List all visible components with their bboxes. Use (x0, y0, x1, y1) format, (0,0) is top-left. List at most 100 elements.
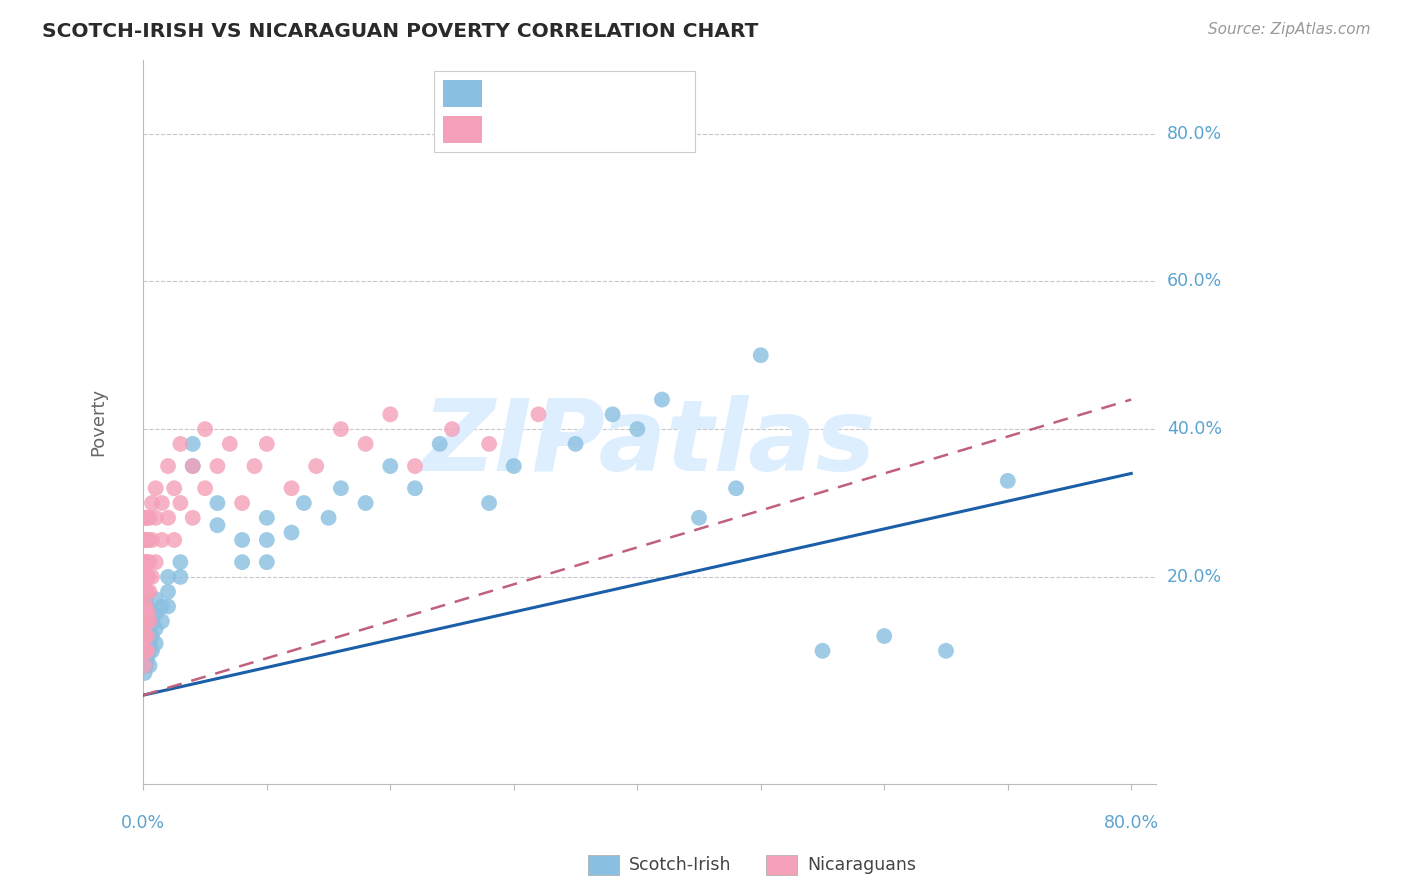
Point (136, 607, 159, 621)
Point (651, 392, 673, 407)
Point (141, 496, 163, 510)
Point (141, 644, 163, 658)
Point (564, 437, 586, 451)
Point (441, 422, 464, 436)
Text: 74: 74 (651, 85, 676, 103)
Point (429, 437, 451, 451)
Point (136, 570, 159, 584)
Point (145, 510, 167, 524)
Point (135, 622, 157, 636)
Point (256, 437, 278, 451)
Point (134, 636, 156, 650)
Point (134, 584, 156, 599)
Point (138, 644, 160, 658)
Point (150, 599, 173, 614)
Point (136, 644, 159, 658)
Point (136, 570, 159, 584)
Point (136, 636, 159, 650)
Point (138, 607, 160, 621)
Point (150, 496, 173, 510)
Text: 60.0%: 60.0% (1167, 272, 1222, 290)
Point (134, 651, 156, 665)
Point (997, 474, 1019, 488)
Point (138, 622, 160, 636)
Point (135, 636, 157, 650)
Point (157, 599, 180, 614)
Point (134, 599, 156, 614)
Point (502, 458, 524, 473)
Point (141, 629, 163, 643)
Point (135, 629, 157, 643)
Point (134, 658, 156, 673)
Point (181, 458, 204, 473)
Text: SCOTCH-IRISH VS NICARAGUAN POVERTY CORRELATION CHART: SCOTCH-IRISH VS NICARAGUAN POVERTY CORRE… (42, 22, 759, 41)
Point (138, 658, 160, 673)
Point (141, 570, 163, 584)
Point (243, 458, 266, 473)
Point (134, 570, 156, 584)
Point (163, 481, 186, 495)
Point (134, 614, 156, 628)
Point (135, 644, 157, 658)
Point (169, 570, 191, 584)
Text: Poverty: Poverty (89, 388, 107, 456)
Point (207, 518, 229, 533)
Point (134, 629, 156, 643)
Point (134, 599, 156, 614)
Point (354, 496, 377, 510)
Text: N =: N = (612, 85, 664, 103)
Point (478, 496, 501, 510)
Point (135, 555, 157, 569)
Point (256, 533, 278, 547)
Point (626, 422, 648, 436)
Text: Scotch-Irish: Scotch-Irish (628, 856, 731, 874)
Point (280, 525, 302, 540)
Point (136, 533, 159, 547)
Point (231, 533, 253, 547)
Point (134, 644, 156, 658)
Point (163, 533, 186, 547)
Point (135, 510, 157, 524)
Point (145, 636, 167, 650)
Point (135, 614, 157, 628)
Point (181, 510, 204, 524)
Point (136, 510, 159, 524)
Point (145, 622, 167, 636)
Point (150, 614, 173, 628)
Text: 40.0%: 40.0% (1167, 420, 1222, 438)
Point (136, 607, 159, 621)
Point (138, 614, 160, 628)
Point (135, 651, 157, 665)
Point (194, 481, 217, 495)
Point (318, 510, 340, 524)
Point (135, 644, 157, 658)
Point (354, 437, 377, 451)
Text: ZIPatlas: ZIPatlas (423, 395, 876, 492)
Point (135, 607, 157, 621)
Point (305, 458, 328, 473)
Point (157, 458, 180, 473)
Point (134, 555, 156, 569)
Text: 0.280: 0.280 (550, 120, 607, 138)
Point (134, 607, 156, 621)
Point (811, 644, 834, 658)
Point (256, 510, 278, 524)
Point (181, 437, 204, 451)
Point (194, 422, 217, 436)
Point (136, 533, 159, 547)
Point (256, 555, 278, 569)
Point (135, 584, 157, 599)
Point (145, 607, 167, 621)
Point (207, 496, 229, 510)
Text: 20.0%: 20.0% (1167, 568, 1222, 586)
Text: Nicaraguans: Nicaraguans (807, 856, 917, 874)
Point (136, 644, 159, 658)
Point (725, 481, 748, 495)
Point (218, 437, 240, 451)
Point (688, 510, 710, 524)
Point (150, 533, 173, 547)
Point (135, 533, 157, 547)
Text: 80.0%: 80.0% (1104, 814, 1159, 832)
Point (292, 496, 315, 510)
Point (134, 665, 156, 680)
